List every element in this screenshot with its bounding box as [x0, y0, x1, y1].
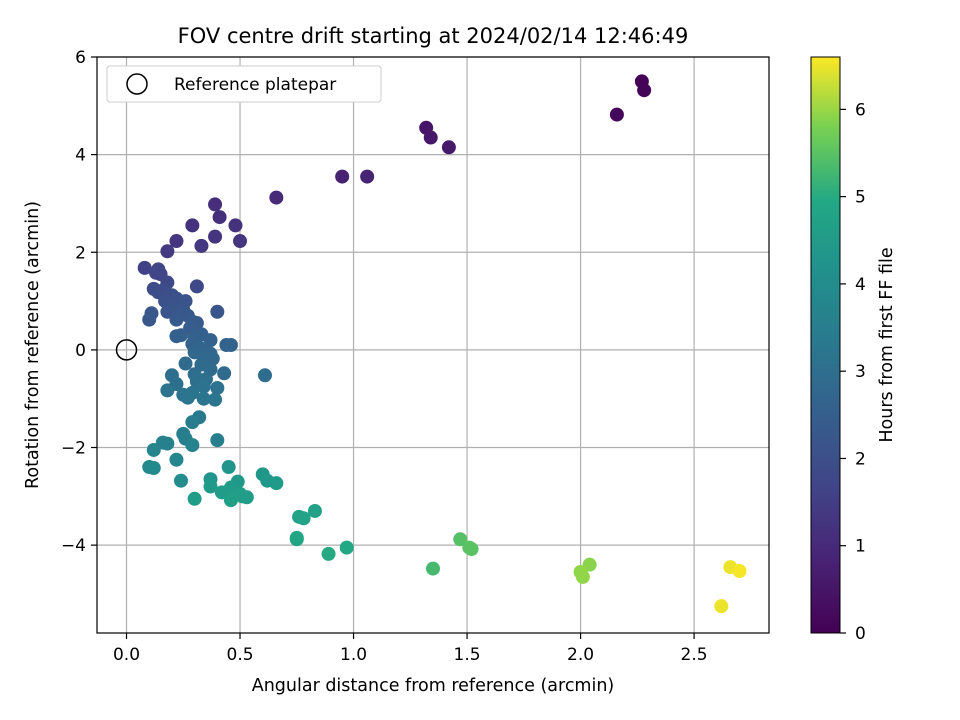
colorbar-tick-label: 5 — [855, 188, 866, 208]
x-tick-label: 0.5 — [227, 645, 254, 665]
scatter-point — [178, 356, 193, 371]
scatter-point — [160, 304, 175, 319]
scatter-point — [609, 107, 624, 122]
x-axis-label: Angular distance from reference (arcmin) — [252, 676, 615, 696]
y-tick-label: 2 — [75, 243, 86, 263]
scatter-point — [239, 490, 254, 505]
scatter-point — [146, 461, 161, 476]
x-tick-label: 2.5 — [681, 645, 708, 665]
x-tick-label: 1.5 — [454, 645, 481, 665]
scatter-point — [210, 380, 225, 395]
scatter-point — [203, 479, 218, 494]
y-axis-label: Rotation from reference (arcmin) — [23, 201, 43, 489]
scatter-point — [360, 169, 375, 184]
scatter-point — [146, 442, 161, 457]
x-axis-ticks: 0.0 0.5 1.0 1.5 2.0 2.5 — [113, 633, 708, 665]
plot-frame — [96, 56, 770, 634]
scatter-point — [196, 379, 211, 394]
scatter-point — [321, 546, 336, 561]
reference-point-marker — [115, 339, 138, 361]
scatter-point — [441, 140, 456, 155]
scatter-point — [160, 244, 175, 259]
y-tick-label: −4 — [61, 536, 86, 556]
scatter-point — [180, 390, 195, 405]
scatter-point — [185, 438, 200, 453]
x-tick-label: 1.0 — [340, 645, 367, 665]
y-tick-label: −2 — [61, 439, 86, 459]
scatter-point — [169, 329, 184, 344]
chart-title: FOV centre drift starting at 2024/02/14 … — [178, 24, 689, 48]
y-tick-label: 6 — [75, 48, 86, 68]
scatter-point — [258, 368, 272, 383]
legend-marker — [126, 73, 148, 95]
scatter-point — [423, 130, 438, 145]
scatter-point — [575, 569, 590, 584]
scatter-point — [714, 599, 729, 614]
scatter-point — [233, 234, 248, 249]
scatter-point — [223, 338, 238, 352]
scatter-point — [137, 260, 152, 275]
scatter-point — [289, 532, 304, 547]
scatter-point — [210, 433, 225, 448]
scatter-point — [464, 542, 479, 557]
scatter-point — [296, 511, 311, 526]
scatter-point — [228, 218, 243, 233]
scatter-point — [160, 436, 175, 451]
colorbar-tick-label: 2 — [855, 449, 866, 469]
colorbar: 0 1 2 3 4 5 6 Hours from first FF file — [810, 56, 897, 644]
scatter-point — [210, 304, 225, 319]
scatter-point — [426, 561, 440, 576]
scatter-point — [194, 238, 209, 253]
colorbar-label: Hours from first FF file — [877, 247, 897, 442]
colorbar-gradient — [810, 56, 841, 634]
colorbar-tick-label: 4 — [855, 275, 866, 295]
colorbar-tick-label: 0 — [855, 624, 866, 644]
scatter-point — [169, 234, 184, 249]
scatter-point — [217, 366, 232, 381]
scatter-point — [269, 476, 284, 491]
scatter-point — [637, 83, 652, 98]
scatter-point — [269, 190, 284, 205]
scatter-point — [208, 392, 223, 407]
scatter-point — [185, 415, 200, 430]
scatter-point — [185, 218, 200, 233]
scatter-point — [212, 210, 227, 225]
scatter-point — [205, 351, 220, 366]
scatter-point — [221, 460, 236, 475]
scatter-point — [169, 312, 184, 327]
scatter-point — [174, 473, 188, 488]
scatter-point — [307, 503, 322, 518]
colorbar-tick-label: 1 — [855, 537, 866, 557]
scatter-point — [187, 491, 202, 506]
legend-box — [106, 65, 382, 103]
scatter-point — [453, 532, 468, 547]
x-tick-label: 0.0 — [113, 645, 140, 665]
scatter-point — [142, 312, 157, 327]
y-tick-label: 0 — [75, 341, 86, 361]
scatter-point — [339, 540, 354, 555]
scatter-point — [160, 383, 175, 398]
scatter-point — [214, 485, 229, 500]
scatter-point — [169, 452, 184, 467]
x-tick-label: 2.0 — [567, 645, 594, 665]
scatter-point — [208, 229, 223, 244]
scatter-point — [335, 169, 350, 184]
y-axis-ticks: −4 −2 0 2 4 6 — [61, 48, 97, 556]
legend: Reference platepar — [106, 65, 382, 103]
scatter-point — [732, 564, 747, 579]
legend-entry-reference-platepar: Reference platepar — [174, 75, 336, 95]
scatter-point — [196, 391, 211, 406]
scatter-point — [189, 279, 204, 294]
colorbar-tick-label: 3 — [855, 362, 866, 382]
colorbar-ticks: 0 1 2 3 4 5 6 — [840, 100, 866, 644]
data-points — [137, 74, 747, 614]
scatter-point — [208, 197, 223, 212]
scatter-point — [223, 493, 238, 508]
y-tick-label: 4 — [75, 146, 86, 166]
colorbar-tick-label: 6 — [855, 100, 866, 120]
